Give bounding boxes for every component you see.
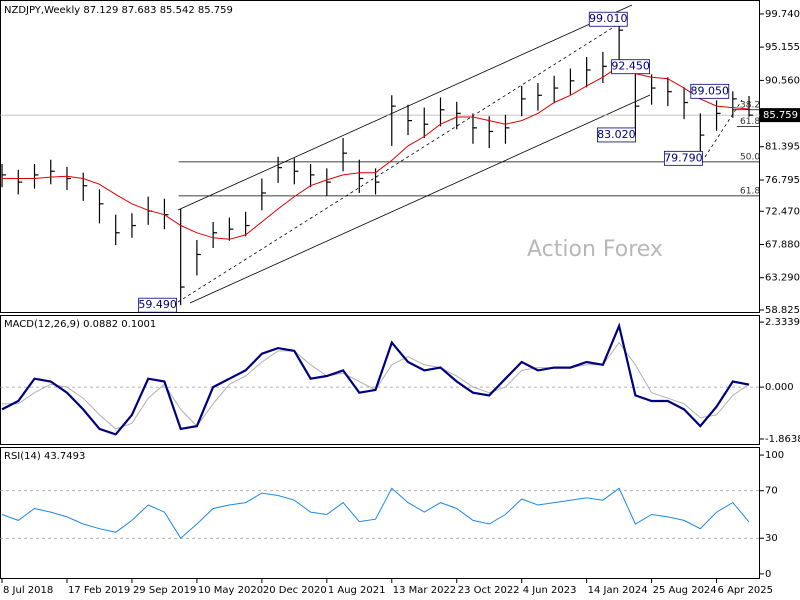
indicator-title: MACD(12,26,9) 0.0882 0.1001 <box>4 319 156 330</box>
annotation-label: 99.010 <box>589 12 628 25</box>
y-tick-label: -1.8638 <box>765 434 800 445</box>
y-tick-label: 90.560 <box>765 75 800 86</box>
x-tick-label: 29 Sep 2019 <box>133 585 196 596</box>
y-tick-label: 0 <box>765 569 771 580</box>
annotation-box <box>690 83 730 99</box>
x-tick-label: 1 Aug 2021 <box>328 585 386 596</box>
last-price-box <box>760 108 800 123</box>
x-tick-label: 10 May 2020 <box>198 585 263 596</box>
y-tick-label: 72.470 <box>765 206 800 217</box>
annotation-box <box>138 297 178 313</box>
x-tick-label: 8 Jul 2018 <box>3 585 53 596</box>
x-tick-label: 17 Feb 2019 <box>68 585 130 596</box>
price-panel <box>0 0 760 313</box>
x-tick-label: 4 Jun 2023 <box>523 585 577 596</box>
trend-dashed <box>177 17 629 303</box>
chart-title: NZDJPY,Weekly 87.129 87.683 85.542 85.75… <box>4 5 233 16</box>
x-tick-label: 20 Dec 2020 <box>263 585 327 596</box>
annotation-label: 79.790 <box>664 151 703 164</box>
annotation-label: 89.050 <box>691 84 730 97</box>
y-tick-label: 70 <box>765 486 778 497</box>
y-tick-label: 0.000 <box>765 382 794 393</box>
fib-label: 38.2 <box>740 100 760 110</box>
y-tick-label: 63.290 <box>765 273 800 284</box>
channel-upper <box>177 4 633 211</box>
channel-lower <box>189 94 651 304</box>
watermark: Action Forex <box>527 237 663 262</box>
x-tick-label: 13 Mar 2022 <box>393 585 456 596</box>
y-tick-label: 58.825 <box>765 305 800 316</box>
y-tick-label: 30 <box>765 533 778 544</box>
x-tick-label: 14 Jan 2024 <box>588 585 648 596</box>
x-tick-label: 6 Apr 2025 <box>718 585 773 596</box>
fib-label: 61.8 <box>740 186 760 196</box>
fib-label: 50.0 <box>740 152 760 162</box>
annotation-label: 59.490 <box>138 298 177 311</box>
y-tick-label: 67.880 <box>765 239 800 250</box>
y-tick-label: 81.395 <box>765 142 800 153</box>
moving-average <box>2 65 750 240</box>
indicator-title: RSI(14) 43.7493 <box>4 451 85 462</box>
annotation-box <box>611 59 651 75</box>
annotation-box <box>588 11 628 27</box>
indicator-line <box>1 322 750 436</box>
last-price-label: 85.759 <box>763 110 798 121</box>
y-tick-label: 99.740 <box>765 9 800 20</box>
annotation-box <box>596 127 636 143</box>
macd-panel <box>0 315 760 445</box>
annotation-label: 92.450 <box>611 60 650 73</box>
fib-label: 61.8 <box>740 117 760 127</box>
y-tick-label: 2.3339 <box>765 317 800 328</box>
trend-dashed <box>704 99 743 158</box>
x-tick-label: 25 Aug 2024 <box>653 585 717 596</box>
indicator-line <box>1 487 750 539</box>
y-tick-label: 100 <box>765 450 784 461</box>
annotation-label: 83.020 <box>597 128 636 141</box>
annotation-box <box>663 150 703 166</box>
indicator-line <box>2 341 750 430</box>
rsi-panel <box>0 447 760 579</box>
y-tick-label: 76.795 <box>765 175 800 186</box>
x-tick-label: 23 Oct 2022 <box>458 585 520 596</box>
y-tick-label: 95.155 <box>765 42 800 53</box>
